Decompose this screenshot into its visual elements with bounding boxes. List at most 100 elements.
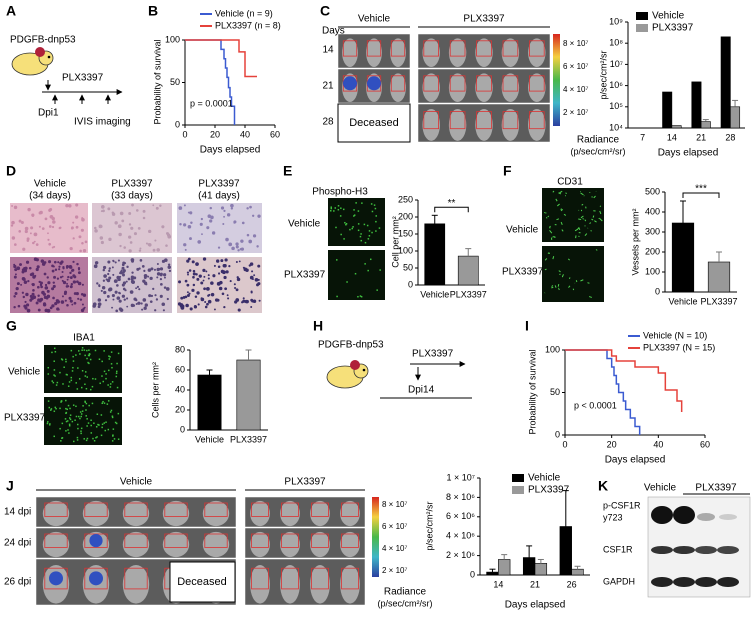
- nucleus: [39, 281, 43, 285]
- y-tick-label: 60: [175, 364, 185, 374]
- nucleus: [223, 209, 226, 213]
- panel-letter: C: [320, 3, 330, 19]
- nucleus: [129, 241, 133, 244]
- tumor: [350, 360, 360, 370]
- nucleus: [69, 276, 73, 279]
- nucleus: [248, 239, 253, 244]
- label: Radiance: [577, 135, 620, 146]
- roi: [449, 111, 466, 130]
- bar: [671, 222, 695, 293]
- cell-dot: [72, 355, 74, 358]
- nucleus: [14, 291, 18, 295]
- nucleus: [99, 236, 104, 240]
- cell-dot: [371, 210, 374, 213]
- cell-dot: [374, 207, 377, 210]
- nucleus: [233, 220, 237, 224]
- nucleus: [241, 221, 245, 225]
- nucleus: [52, 220, 56, 224]
- nucleus: [43, 272, 47, 276]
- survival-curve: [185, 39, 257, 78]
- nucleus: [81, 283, 84, 286]
- nucleus: [52, 296, 55, 300]
- nucleus: [80, 228, 84, 232]
- cell-dot: [92, 437, 94, 440]
- nucleus: [183, 223, 187, 227]
- vessel: [592, 215, 595, 218]
- nucleus: [123, 298, 126, 301]
- vessel: [567, 258, 570, 261]
- nucleus: [24, 300, 27, 303]
- nucleus: [97, 305, 101, 309]
- nucleus: [244, 299, 248, 304]
- cell-dot: [53, 369, 56, 371]
- cell-dot: [79, 353, 81, 355]
- vessel: [558, 287, 560, 291]
- legend-label: Vehicle: [652, 11, 685, 22]
- nucleus: [246, 233, 250, 237]
- cell-dot: [68, 432, 70, 434]
- mouse-image: [528, 38, 546, 67]
- nucleus: [128, 235, 132, 239]
- nucleus: [194, 295, 198, 299]
- bar: [236, 359, 261, 431]
- nucleus: [100, 240, 104, 245]
- cell-dot: [74, 419, 76, 421]
- label: Vehicle: [120, 477, 153, 488]
- mouse-image: [250, 564, 270, 604]
- nucleus: [200, 297, 205, 302]
- vessel: [561, 274, 564, 278]
- cell-dot: [80, 432, 82, 435]
- cell-dot: [52, 381, 55, 384]
- nucleus: [80, 292, 84, 296]
- vessel: [549, 230, 553, 234]
- cell-dot: [101, 423, 104, 426]
- mouse-image: [340, 531, 360, 558]
- panel-letter: I: [525, 318, 529, 334]
- cell-dot: [376, 289, 378, 291]
- cell-dot: [367, 238, 370, 240]
- label: Vehicle: [8, 367, 41, 378]
- blot-band: [697, 513, 715, 521]
- blot-band: [673, 546, 695, 554]
- vessel: [574, 228, 579, 232]
- nucleus: [204, 305, 208, 309]
- survival-curve: [185, 39, 236, 125]
- nucleus: [131, 259, 135, 263]
- mouse-image: [310, 564, 330, 604]
- mouse-image: [250, 531, 270, 558]
- vessel: [578, 226, 581, 231]
- nucleus: [130, 280, 134, 284]
- vessel: [547, 215, 550, 218]
- y-tick-label: 0: [175, 119, 180, 129]
- nucleus: [74, 215, 79, 219]
- nucleus: [230, 203, 234, 208]
- label: PLX3397: [198, 179, 240, 190]
- signal: [89, 534, 103, 548]
- nucleus: [166, 297, 169, 301]
- nucleus: [68, 204, 72, 208]
- nucleus: [123, 246, 126, 249]
- cell-dot: [95, 426, 98, 428]
- roi: [502, 111, 519, 130]
- cell-dot: [81, 347, 84, 349]
- nucleus: [70, 269, 74, 272]
- y-tick-label: 20: [175, 404, 185, 414]
- mouse-image: [475, 38, 493, 67]
- vessel: [593, 195, 596, 199]
- nucleus: [71, 303, 74, 306]
- nucleus: [143, 269, 146, 273]
- nucleus: [21, 270, 25, 274]
- nucleus: [101, 286, 106, 290]
- nucleus: [39, 297, 44, 301]
- nucleus: [80, 308, 85, 313]
- cell-dot: [54, 406, 57, 409]
- mouse-image: [366, 38, 382, 67]
- nucleus: [128, 223, 132, 226]
- mouse-image: [390, 38, 406, 67]
- nucleus: [111, 266, 114, 269]
- cell-dot: [96, 436, 98, 438]
- cell-dot: [368, 230, 371, 232]
- cell-dot: [75, 415, 78, 418]
- x-axis-label: Days elapsed: [605, 455, 666, 466]
- nucleus: [187, 273, 189, 276]
